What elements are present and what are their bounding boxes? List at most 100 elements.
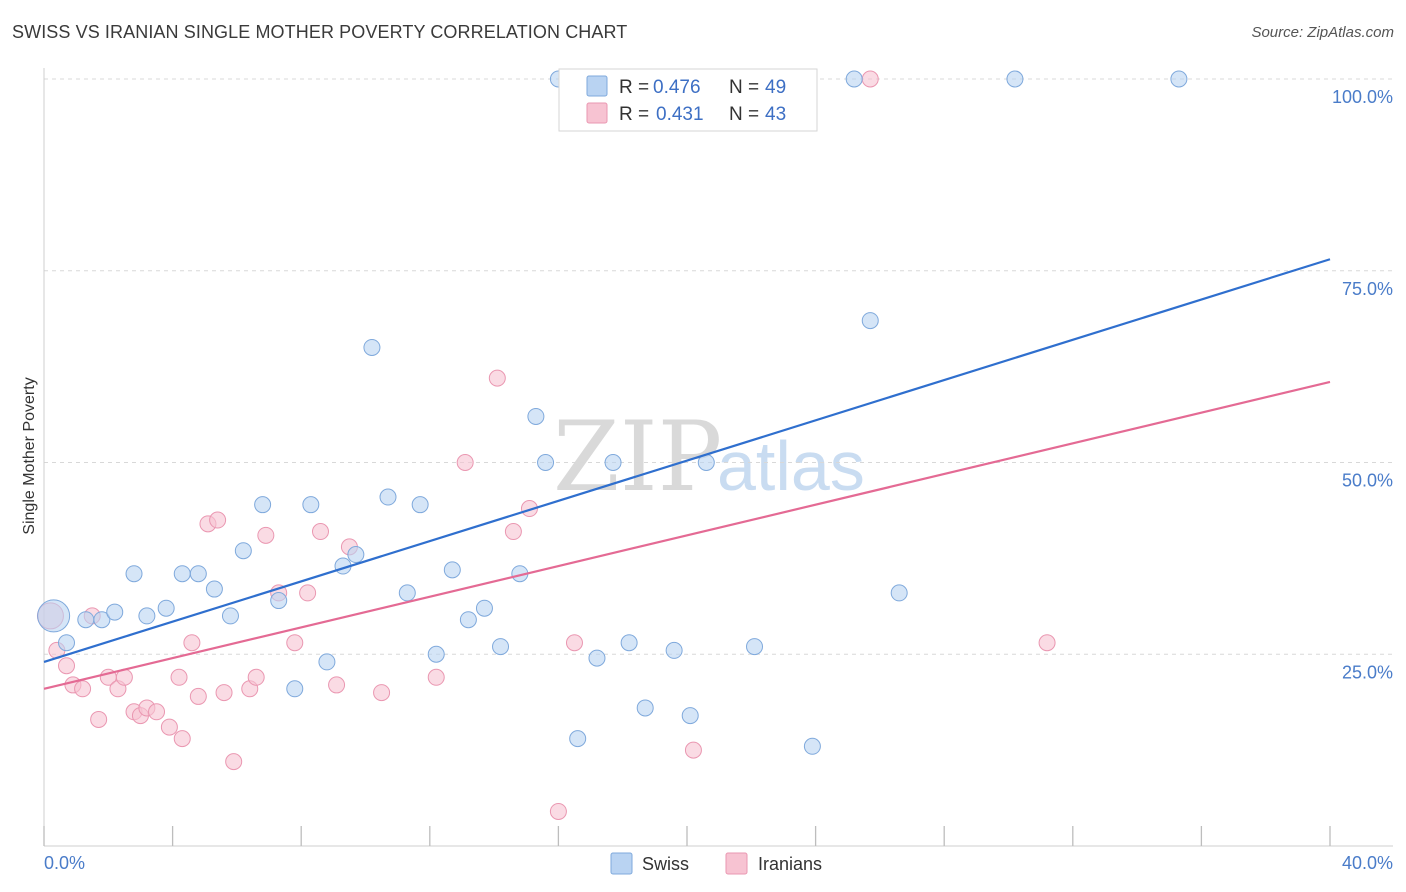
x-ticks — [43, 826, 1331, 846]
legend-iranian-n-label: N = — [729, 104, 759, 125]
legend-swiss-n-value: 49 — [765, 77, 786, 98]
iranian-point-18 — [189, 687, 207, 705]
swiss-point-48 — [1170, 70, 1188, 88]
iranian-point-4 — [74, 680, 92, 698]
iranian-trend-line — [43, 380, 1331, 690]
swiss-point-6 — [138, 607, 156, 625]
iranian-point-34 — [456, 454, 474, 471]
iranian-point-35 — [488, 369, 506, 387]
iranian-point-14 — [160, 718, 178, 736]
swiss-point-14 — [270, 592, 288, 610]
swiss-point-22 — [398, 584, 416, 602]
y-tick-label-1: 50.0% — [1342, 471, 1393, 491]
swiss-point-33 — [569, 730, 587, 748]
iranian-point-29 — [311, 523, 329, 541]
swiss-point-24 — [427, 645, 445, 663]
swiss-point-2 — [77, 611, 95, 629]
swiss-point-44 — [845, 70, 863, 88]
bottom-legend-swatch-swiss — [610, 852, 633, 875]
legend-swiss-n-label: N = — [729, 77, 759, 98]
swiss-point-20 — [363, 338, 381, 356]
swiss-point-3 — [93, 611, 111, 629]
y-tick-label-0: 25.0% — [1342, 662, 1393, 682]
iranian-point-41 — [861, 70, 879, 88]
x-tick-label-min: 0.0% — [44, 853, 85, 873]
swiss-point-38 — [665, 641, 683, 659]
swiss-point-28 — [492, 638, 510, 656]
iranian-point-24 — [247, 668, 265, 686]
legend-iranian-r-label: R = — [619, 104, 649, 125]
swiss-points — [37, 70, 1188, 755]
swiss-point-4 — [106, 603, 124, 621]
y-axis-title: Single Mother Poverty — [21, 377, 38, 534]
swiss-point-0 — [37, 599, 71, 633]
swiss-point-8 — [173, 565, 191, 583]
swiss-point-9 — [189, 565, 207, 583]
gridlines — [44, 78, 1393, 655]
iranian-point-33 — [427, 668, 445, 686]
y-tick-labels: 25.0% 50.0% 75.0% 100.0% — [1332, 87, 1393, 682]
iranian-point-30 — [328, 676, 346, 694]
swiss-point-19 — [347, 546, 365, 564]
swiss-point-37 — [636, 699, 654, 717]
swiss-point-16 — [302, 496, 320, 514]
watermark-atlas: atlas — [717, 427, 865, 505]
swiss-point-11 — [221, 607, 239, 625]
swiss-point-23 — [411, 496, 429, 514]
iranian-points — [36, 70, 1056, 820]
legend-iranian-r-value: 0.431 — [656, 104, 704, 125]
iranian-point-28 — [299, 584, 317, 602]
swiss-point-47 — [1006, 70, 1024, 88]
swiss-point-5 — [125, 565, 143, 583]
axes — [43, 68, 1393, 847]
swiss-point-31 — [537, 454, 555, 471]
iranian-point-21 — [215, 684, 233, 702]
iranian-point-36 — [504, 523, 522, 541]
y-tick-label-3: 100.0% — [1332, 87, 1393, 107]
legend-swiss-r-label: R = — [619, 77, 649, 98]
swiss-point-39 — [681, 707, 699, 725]
swiss-point-10 — [205, 580, 223, 598]
trend-lines — [43, 258, 1331, 690]
iranian-point-25 — [257, 526, 275, 544]
swiss-point-15 — [286, 680, 304, 698]
iranian-point-15 — [170, 668, 188, 686]
iranian-point-39 — [565, 634, 583, 652]
swiss-point-30 — [527, 407, 545, 425]
legend-swiss-r-value: 0.476 — [653, 77, 701, 98]
chart-title: SWISS VS IRANIAN SINGLE MOTHER POVERTY C… — [12, 22, 628, 42]
legend-swatch-swiss — [586, 75, 608, 97]
x-tick-label-max: 40.0% — [1342, 853, 1393, 873]
swiss-point-1 — [58, 634, 76, 652]
bottom-legend-swatch-iranian — [725, 852, 748, 875]
legend-iranian-n-value: 43 — [765, 104, 786, 125]
swiss-point-42 — [746, 638, 764, 656]
swiss-point-34 — [588, 649, 606, 667]
iranian-point-20 — [209, 511, 227, 529]
iranian-point-42 — [1038, 634, 1056, 652]
iranian-point-22 — [225, 753, 243, 771]
iranian-point-38 — [549, 802, 567, 820]
swiss-point-26 — [459, 611, 477, 629]
swiss-point-45 — [861, 312, 879, 330]
bottom-legend-swiss: Swiss — [642, 854, 689, 874]
iranian-point-27 — [286, 634, 304, 652]
swiss-point-7 — [157, 599, 175, 617]
iranian-point-6 — [90, 710, 108, 728]
iranian-point-2 — [58, 657, 76, 675]
swiss-point-25 — [443, 561, 461, 579]
bottom-legend-iranian: Iranians — [758, 854, 822, 874]
correlation-legend: R = 0.476 N = 49 R = 0.431 N = 43 — [558, 68, 818, 132]
iranian-point-17 — [183, 634, 201, 652]
swiss-point-17 — [318, 653, 336, 671]
swiss-point-36 — [620, 634, 638, 652]
swiss-trend-line — [43, 258, 1331, 663]
y-tick-label-2: 75.0% — [1342, 279, 1393, 299]
swiss-point-21 — [379, 488, 397, 506]
swiss-point-46 — [890, 584, 908, 602]
iranian-point-16 — [173, 730, 191, 748]
swiss-point-13 — [254, 496, 272, 514]
iranian-point-32 — [373, 684, 391, 702]
series-legend: Swiss Iranians — [610, 852, 822, 875]
